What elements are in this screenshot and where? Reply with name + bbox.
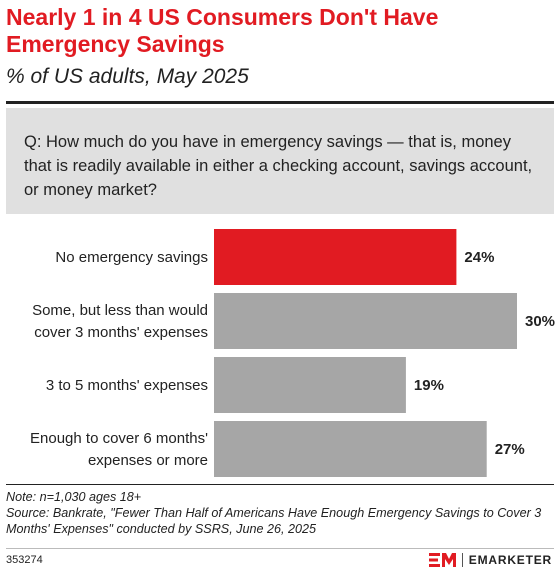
- category-label-3-line-1: 3 to 5 months' expenses: [46, 377, 208, 394]
- value-label-1: 24%: [464, 249, 494, 266]
- footer-rule: [6, 548, 554, 549]
- bar-1: [214, 229, 457, 285]
- category-label-4-line-2: expenses or more: [88, 452, 208, 469]
- chart-notes: Note: n=1,030 ages 18+ Source: Bankrate,…: [6, 489, 554, 537]
- top-rule: [6, 101, 554, 104]
- survey-question: Q: How much do you have in emergency sav…: [6, 108, 554, 214]
- bar-2: [214, 293, 517, 349]
- category-label-2-line-2: cover 3 months' expenses: [34, 324, 208, 341]
- category-label-2-line-1: Some, but less than would: [32, 302, 208, 319]
- value-label-3: 19%: [414, 377, 444, 394]
- em-logo-icon: [428, 553, 456, 567]
- category-label-1-line-1: No emergency savings: [55, 249, 208, 266]
- emarketer-logo: EMARKETER: [428, 551, 552, 569]
- source-text: Source: Bankrate, "Fewer Than Half of Am…: [6, 506, 542, 536]
- logo-separator: [461, 553, 463, 567]
- chart-title: Nearly 1 in 4 US Consumers Don't Have Em…: [6, 4, 439, 57]
- value-label-4: 27%: [495, 441, 525, 458]
- note-text: Note: n=1,030 ages 18+: [6, 490, 142, 504]
- chart-subtitle: % of US adults, May 2025: [6, 65, 249, 88]
- bottom-rule: [6, 484, 554, 485]
- chart-id: 353274: [6, 554, 43, 566]
- bar-4: [214, 421, 487, 477]
- bar-3: [214, 357, 406, 413]
- category-label-4-line-1: Enough to cover 6 months': [30, 430, 208, 447]
- value-label-2: 30%: [525, 313, 555, 330]
- bar-chart: 24% No emergency savings 30% Some, but less…: [30, 229, 555, 477]
- brand-name: EMARKETER: [468, 553, 552, 567]
